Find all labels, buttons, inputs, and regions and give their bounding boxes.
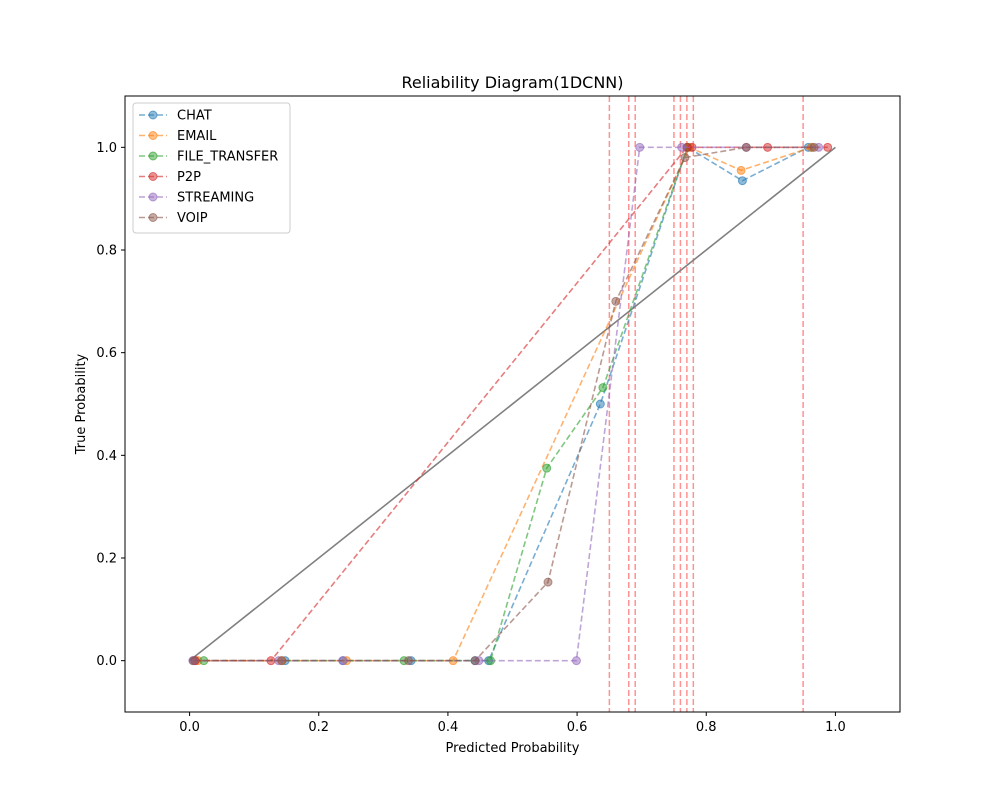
y-tick-label: 0.0 (96, 654, 117, 669)
y-tick-label: 0.4 (96, 449, 117, 464)
y-tick-label: 0.2 (96, 552, 117, 567)
data-point-voip (188, 656, 198, 666)
y-axis-label: True Probability (74, 353, 89, 455)
legend-label-voip: VOIP (177, 211, 208, 226)
legend-label-p2p: P2P (177, 170, 201, 185)
data-point-streaming (635, 142, 645, 152)
data-point-voip (277, 656, 287, 666)
legend-swatch-marker-voip (148, 213, 158, 222)
legend-label-file-transfer: FILE_TRANSFER (177, 150, 278, 165)
data-point-file-transfer (542, 463, 552, 473)
data-point-streaming (677, 142, 687, 152)
x-tick-label: 1.0 (825, 720, 846, 735)
legend-swatch-marker-email (148, 131, 158, 140)
legend-swatch-marker-file-transfer (148, 151, 158, 161)
chart-title: Reliability Diagram(1DCNN) (401, 73, 623, 92)
x-tick-label: 0.2 (308, 720, 329, 735)
plot-frame (124, 95, 901, 713)
data-point-voip (470, 656, 480, 666)
legend-swatch-marker-chat (148, 110, 158, 120)
data-point-chat (595, 399, 605, 409)
series-line-file-transfer (203, 147, 689, 662)
y-tick-label: 1.0 (96, 141, 117, 156)
legend-label-email: EMAIL (177, 129, 217, 144)
data-point-p2p (823, 142, 833, 152)
data-point-voip (611, 296, 621, 306)
data-point-voip (741, 142, 751, 152)
x-tick-label: 0.6 (567, 720, 588, 735)
legend-swatch-marker-streaming (148, 192, 158, 202)
x-tick-label: 0.4 (438, 720, 459, 735)
y-tick-label: 0.8 (96, 244, 117, 259)
x-axis-label: Predicted Probability (446, 741, 580, 756)
data-point-chat (737, 176, 747, 186)
legend-box (132, 102, 291, 234)
data-point-voip (809, 142, 819, 152)
y-tick-label: 0.6 (96, 346, 117, 361)
perfect-calibration-line (189, 146, 836, 662)
legend-label-streaming: STREAMING (177, 191, 254, 206)
x-tick-label: 0.0 (179, 720, 200, 735)
x-tick-label: 0.8 (696, 720, 717, 735)
data-point-voip (404, 656, 414, 666)
legend-swatch-marker-p2p (148, 172, 158, 181)
data-point-streaming (571, 656, 581, 666)
legend: CHAT EMAIL FILE_TRANSFER P2P STREAMING VOIP (132, 102, 291, 234)
data-point-email (736, 165, 746, 175)
data-point-voip (680, 153, 690, 163)
data-point-voip (543, 577, 553, 587)
data-point-file-transfer (598, 383, 608, 393)
legend-label-chat: CHAT (177, 109, 212, 124)
